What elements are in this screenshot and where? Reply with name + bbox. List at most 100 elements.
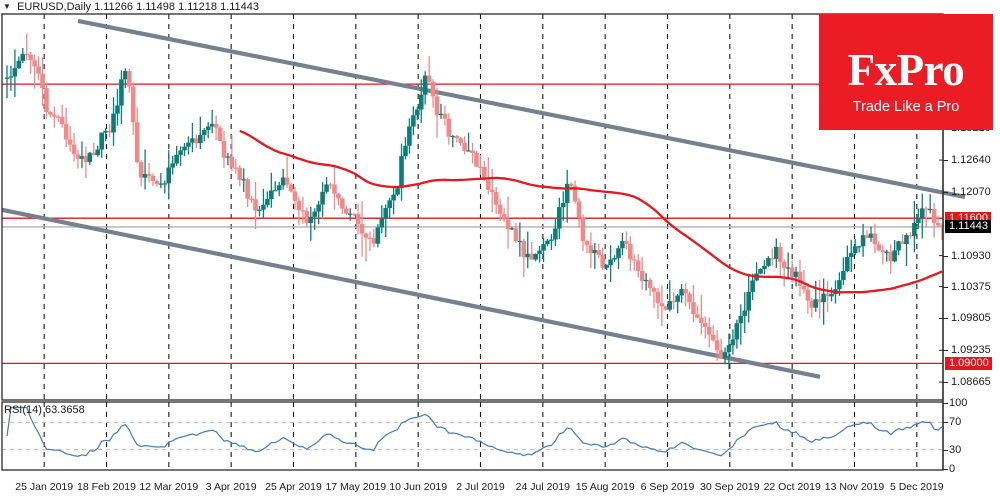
candle-body [584, 241, 590, 246]
candle-body [107, 130, 112, 133]
candle-body [821, 293, 826, 303]
fxpro-tagline: Trade Like a Pro [852, 99, 960, 115]
candle-body [600, 254, 606, 268]
candle-body [40, 73, 45, 88]
candle-body [225, 156, 231, 158]
candle-body [557, 207, 562, 229]
candle-body [265, 199, 270, 205]
rsi-axis-tick [943, 449, 948, 451]
candle-body [387, 200, 392, 209]
candle-body [142, 173, 148, 178]
candle-body [126, 71, 132, 87]
price-axis-tick [943, 350, 948, 352]
candle-body [635, 260, 641, 271]
candle-body [497, 204, 503, 214]
candle-body [245, 179, 250, 199]
candle-body [217, 127, 223, 142]
candle-body [205, 126, 211, 131]
candle-body [332, 184, 337, 194]
candle-body [280, 177, 286, 186]
candle-body [663, 306, 669, 310]
candle-body [347, 213, 353, 215]
price-axis-tick [943, 160, 948, 162]
date-axis-label: 2 Jul 2019 [456, 481, 505, 493]
candle-body [904, 235, 909, 245]
price-axis-tick [943, 255, 948, 257]
candle-body [261, 204, 266, 210]
candle-body [509, 228, 515, 230]
collapse-triangle-icon[interactable]: ▼ [3, 2, 11, 11]
candle-body [553, 228, 558, 240]
candle-body [87, 152, 93, 163]
candle-body [699, 317, 704, 324]
candle-body [79, 156, 85, 159]
upper-trendline[interactable] [77, 18, 966, 200]
candle-body [304, 211, 310, 223]
candle-body [781, 261, 787, 269]
chart-title-row: ▼ EURUSD,Daily 1.11266 1.11498 1.11218 1… [0, 0, 259, 14]
candle-body [111, 113, 116, 133]
candle-body [797, 271, 803, 286]
candle-body [872, 233, 878, 245]
candle-body [375, 227, 381, 244]
candle-body [746, 291, 751, 311]
price-axis-label: 1.10375 [951, 280, 991, 293]
candle-body [935, 222, 941, 226]
candle-body [458, 138, 463, 143]
candle-body [312, 211, 318, 217]
candle-body [643, 279, 649, 282]
candle-body [462, 142, 467, 151]
candle-body [549, 239, 554, 241]
moving-average-line[interactable] [239, 129, 943, 294]
candle-body [438, 113, 444, 115]
candle-body [470, 150, 475, 153]
candle-body [237, 167, 243, 180]
candle-body [201, 130, 207, 135]
candle-body [762, 265, 767, 270]
candle-body [194, 138, 199, 144]
date-axis-label: 24 Jul 2019 [515, 481, 570, 493]
rsi-axis-label: 30 [949, 443, 962, 456]
candle-body [860, 235, 866, 247]
candle-body [628, 243, 633, 260]
candle-body [63, 124, 69, 140]
candle-body [478, 166, 483, 168]
candle-body [533, 253, 538, 260]
candle-body [683, 289, 688, 294]
candle-body [308, 216, 314, 223]
date-axis-label: 18 Feb 2019 [77, 481, 136, 493]
candle-body [229, 156, 235, 168]
candle-body [718, 350, 724, 359]
price-level-tag[interactable]: 1.09000 [945, 356, 992, 370]
current-price-tag[interactable]: 1.11443 [945, 220, 991, 234]
candle-body [880, 250, 886, 253]
lower-trendline[interactable] [1, 207, 821, 379]
candle-body [170, 163, 175, 168]
candle-body [434, 96, 440, 115]
candle-body [868, 233, 874, 238]
candle-body [919, 208, 925, 218]
candle-body [296, 200, 302, 211]
candle-body [83, 156, 89, 163]
candle-body [560, 203, 566, 208]
date-axis-label: 5 Dec 2019 [889, 481, 944, 493]
candle-body [221, 141, 227, 158]
candle-body [631, 259, 637, 261]
candle-body [442, 113, 448, 119]
price-axis-label: 1.12070 [951, 185, 991, 198]
candlestick-series[interactable] [4, 33, 945, 370]
candle-body [486, 179, 491, 190]
candle-body [687, 293, 692, 303]
candle-body [714, 340, 720, 351]
candle-body [841, 271, 846, 281]
fxpro-logo: FxPro Trade Like a Pro [819, 14, 993, 130]
candle-body [154, 180, 160, 184]
rsi-line[interactable] [6, 406, 943, 457]
candle-body [466, 150, 471, 152]
candle-body [284, 177, 290, 185]
price-axis-label: 1.09805 [951, 312, 991, 325]
candle-body [198, 134, 203, 144]
candle-body [288, 184, 294, 192]
candle-body [908, 235, 913, 237]
